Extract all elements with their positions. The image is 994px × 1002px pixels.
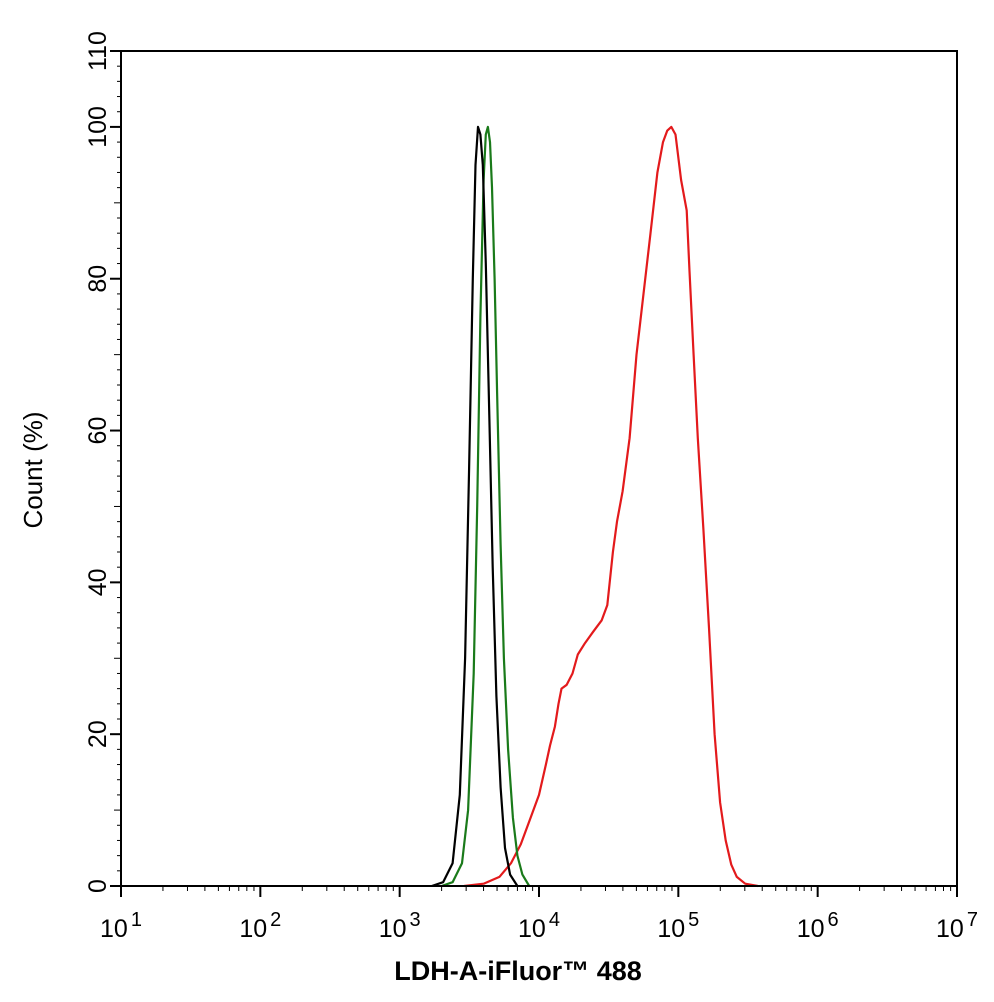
- y-tick-labels: 0 20 40 60 80 100 110: [84, 31, 112, 893]
- x-tick-label: 10 3: [379, 909, 421, 943]
- x-tick-label: 10 4: [518, 909, 560, 943]
- histogram-curve-2: [441, 125, 531, 888]
- histogram-curve-1: [463, 125, 758, 888]
- y-axis-title: Count (%): [18, 411, 48, 528]
- x-tick-label: 10 1: [100, 909, 142, 943]
- y-tick-label: 60: [84, 417, 112, 445]
- y-tick-label: 100: [84, 106, 112, 148]
- x-axis-ticks: [120, 886, 958, 897]
- x-tick-label: 10 6: [797, 909, 839, 943]
- x-tick-label: 10 7: [936, 909, 978, 943]
- histogram-curves: [431, 125, 758, 888]
- y-tick-label: 40: [84, 568, 112, 596]
- plot-frame: [120, 50, 958, 887]
- x-tick-label: 10 2: [239, 909, 281, 943]
- y-tick-label: 80: [84, 265, 112, 293]
- x-tick-labels: 10 1 10 2 10 3 10 4 10 5 10 6 10 7: [100, 909, 978, 943]
- y-tick-label: 110: [84, 31, 112, 71]
- y-tick-label: 0: [84, 879, 112, 893]
- x-axis-title: LDH-A-iFluor™ 488: [394, 956, 642, 986]
- y-axis-ticks: [110, 50, 121, 887]
- histogram-curve-3: [431, 125, 519, 888]
- x-tick-label: 10 5: [657, 909, 699, 943]
- y-tick-label: 20: [84, 720, 112, 748]
